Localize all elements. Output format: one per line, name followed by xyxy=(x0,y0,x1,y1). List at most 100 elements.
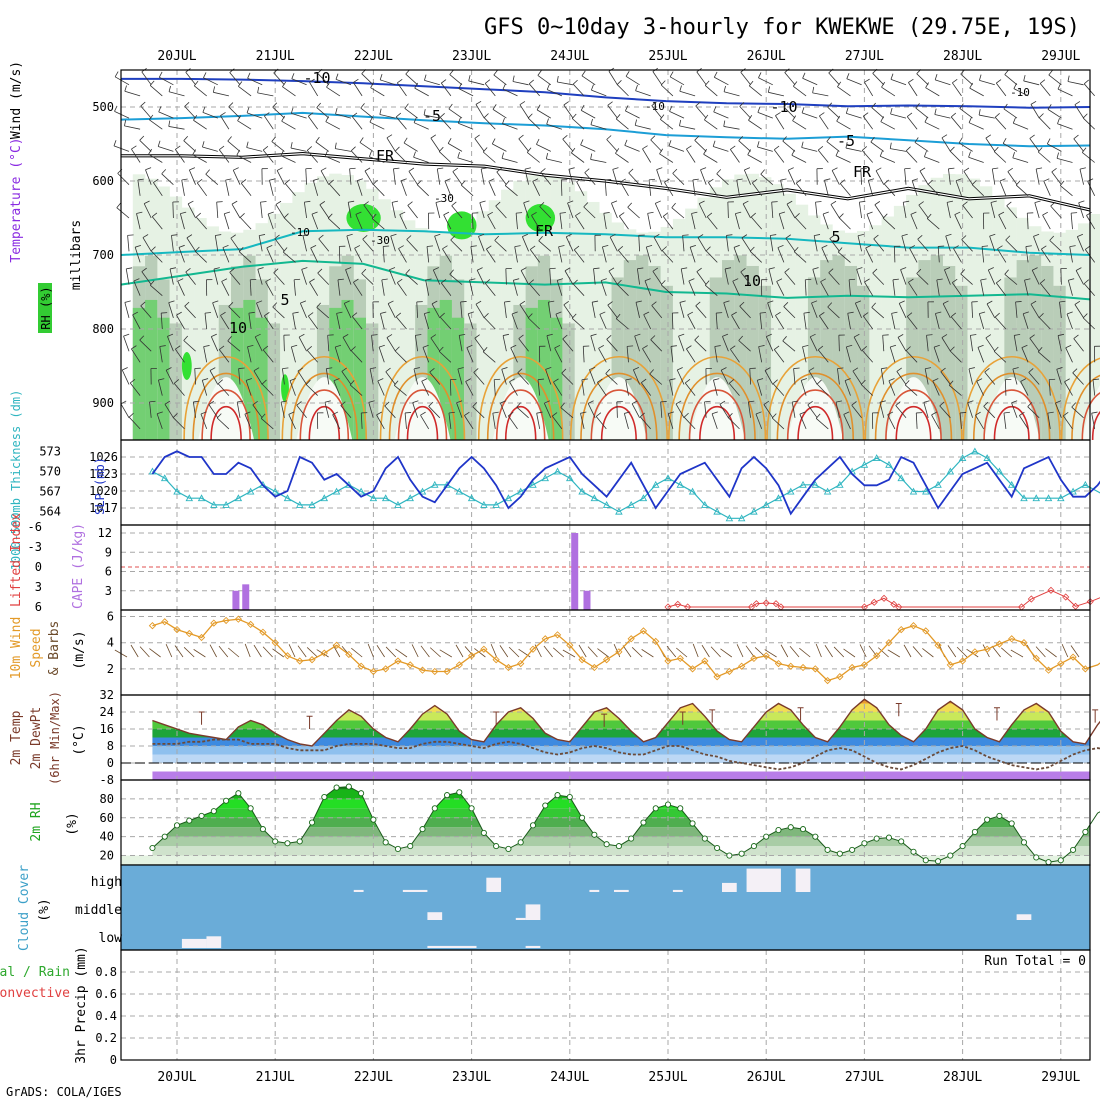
wind-barb xyxy=(246,147,263,152)
thickness-point xyxy=(701,500,709,508)
wind-barb xyxy=(835,155,851,163)
surface-wind-barb xyxy=(833,646,845,658)
wind-barb-flag xyxy=(801,107,805,114)
wind-barb-flag xyxy=(794,213,800,218)
wind-barb-flag xyxy=(939,401,945,407)
rh-point xyxy=(210,808,217,815)
wind-barb xyxy=(950,316,962,330)
wind-barb xyxy=(391,202,396,219)
wind-barb xyxy=(246,112,263,119)
temp-band xyxy=(152,754,1090,763)
contour-label: -5 xyxy=(423,107,441,125)
wind-barb xyxy=(838,217,851,230)
wind-barb xyxy=(951,82,962,97)
wind-barb xyxy=(428,406,441,419)
surface-wind-barb xyxy=(789,646,800,658)
wind-barb xyxy=(780,180,785,196)
wind-barb-flag xyxy=(449,69,454,75)
wind-barb-flag xyxy=(531,211,537,216)
wind-barb-flag xyxy=(139,335,145,341)
wind-barb xyxy=(733,247,740,263)
wind-barb-flag xyxy=(320,167,327,172)
wind-barb xyxy=(1057,123,1073,130)
wind-barb-flag xyxy=(861,345,867,351)
wind-barb-flag xyxy=(599,311,606,315)
wind-barb-flag xyxy=(184,102,190,107)
wind-barb-flag xyxy=(760,169,765,175)
li-point xyxy=(684,603,692,611)
wind-barb xyxy=(827,306,840,319)
contour-label: 5 xyxy=(280,291,289,309)
wind-barb-flag xyxy=(691,211,698,214)
wind-barb-flag xyxy=(221,278,228,282)
wind-barb xyxy=(600,280,607,296)
wind-speed-point xyxy=(148,622,157,630)
rh-point xyxy=(1020,839,1028,846)
wind-barb xyxy=(799,414,807,430)
wind-barb xyxy=(1004,274,1018,285)
top-date-labels: 20JUL 21JUL 22JUL 23JUL 24JUL 25JUL 26JUL 27JUL… xyxy=(157,49,1080,64)
wind-barb xyxy=(222,247,230,263)
surface-wind-barb xyxy=(1010,649,1024,658)
wind-barb xyxy=(470,246,474,263)
wind-barb-flag xyxy=(385,367,391,373)
wind-barb xyxy=(954,214,962,230)
wind-barb-flag xyxy=(168,85,171,92)
wind-barb xyxy=(901,235,907,252)
wind-barb-flag xyxy=(280,400,288,403)
wind-barb xyxy=(186,237,196,252)
wind-barb xyxy=(925,87,940,97)
wind-barb xyxy=(341,371,352,385)
wind-barb xyxy=(116,207,130,219)
warm-isotherm xyxy=(699,405,736,441)
wind-barb-flag xyxy=(1043,178,1050,182)
wind-barb xyxy=(905,150,918,163)
warm-isotherm xyxy=(290,372,359,441)
wind-barb-flag xyxy=(257,86,260,93)
wind-barb xyxy=(692,179,696,196)
wind-barb-flag xyxy=(1083,79,1089,85)
wind-barb xyxy=(1059,301,1062,318)
wind-barb xyxy=(1074,104,1084,119)
wind-barb-flag xyxy=(237,115,242,121)
wind-barb xyxy=(465,381,474,396)
warm-isotherm xyxy=(786,389,844,441)
li-tick: 6 xyxy=(35,600,42,614)
wind-barb-flag xyxy=(1082,113,1088,119)
wind-barb xyxy=(350,150,363,163)
pressure-tick: 500 xyxy=(92,100,114,114)
rh-shade-mid xyxy=(464,323,477,440)
wind-barb-flag xyxy=(625,378,632,381)
wind-barb xyxy=(703,153,718,163)
wind-barb-flag xyxy=(483,313,489,318)
wind-barb-flag xyxy=(149,280,155,286)
wind-barb-flag xyxy=(932,378,939,382)
wind-barb xyxy=(581,75,596,86)
wind-barb-flag xyxy=(477,267,483,271)
wind-speed-point xyxy=(799,663,807,672)
wind-barb xyxy=(306,150,319,163)
wind-barb xyxy=(266,247,274,263)
wind-barb-flag xyxy=(619,212,625,217)
wind-barb xyxy=(627,206,640,219)
wind-barb xyxy=(371,218,385,230)
wind-barb-flag xyxy=(387,300,394,305)
wind-speed-point xyxy=(750,654,758,663)
wind-barb-flag xyxy=(835,400,843,403)
wind-barb xyxy=(1004,379,1007,396)
wind-barb-flag xyxy=(1046,138,1051,145)
footer: GrADS: COLA/IGES xyxy=(6,1085,122,1099)
wind-barb-flag xyxy=(1032,267,1038,271)
surface-wind-barb xyxy=(474,648,486,658)
wind-barb xyxy=(558,246,563,263)
rh-point xyxy=(947,852,954,859)
wind-barb xyxy=(520,270,529,285)
rh-point xyxy=(726,852,733,859)
warm-isotherm xyxy=(895,405,932,441)
cloud-block xyxy=(402,889,428,892)
wind-barb-flag xyxy=(916,268,922,274)
wind-barb-flag xyxy=(545,152,549,159)
wind-barb-flag xyxy=(856,267,863,270)
wind-barb xyxy=(282,368,285,385)
